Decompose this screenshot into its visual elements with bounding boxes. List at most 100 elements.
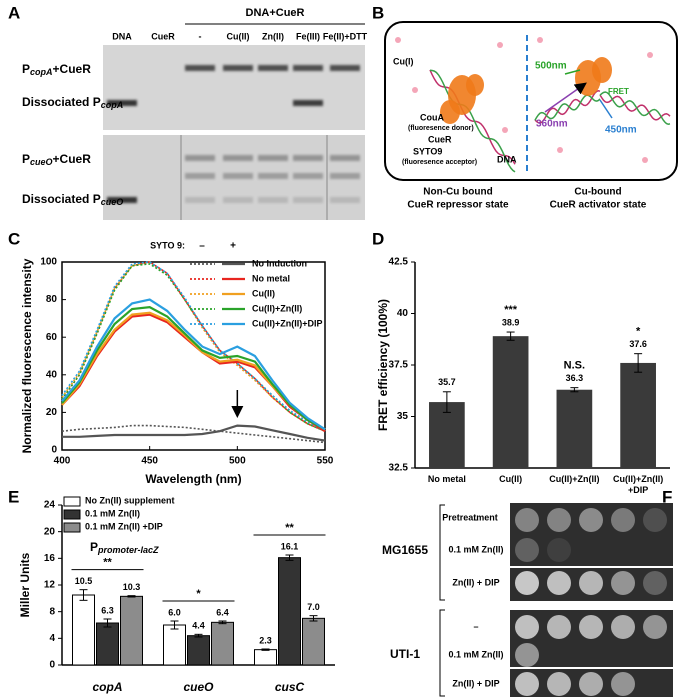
- bar: [211, 621, 234, 666]
- dna-strand: [534, 90, 601, 124]
- bar: [620, 362, 656, 468]
- y-axis-label: Miller Units: [18, 552, 32, 617]
- bracket: [439, 609, 445, 697]
- y-tick-label: 40: [46, 369, 58, 380]
- gel-band: [258, 155, 288, 161]
- y-tick-label: 16: [44, 553, 56, 564]
- value-label: 2.3: [259, 635, 272, 645]
- label-text: P: [22, 152, 30, 166]
- legend-swatch: [63, 522, 81, 533]
- y-tick-label: 42.5: [389, 257, 409, 268]
- gel-band: [185, 155, 215, 161]
- y-tick-label: 20: [44, 526, 56, 537]
- pretreatment-label: Zn(II) + DIP: [452, 678, 499, 688]
- line-syto9: [61, 313, 326, 433]
- gel-row-label: PcopA+CueR: [22, 62, 91, 77]
- label-suffix: +CueR: [53, 62, 92, 76]
- label-subscript: cueO: [30, 157, 53, 167]
- label-subscript: promoter-lacZ: [97, 545, 159, 555]
- diagram-label: 500nm: [535, 61, 567, 72]
- legend-column: –: [199, 241, 205, 252]
- significance-label: *: [196, 588, 201, 600]
- gel-row-label: Dissociated PcueO: [22, 192, 123, 207]
- state-label: Cu-bound: [574, 187, 621, 198]
- y-tick-label: 0: [51, 445, 57, 456]
- copper-ion: [502, 127, 508, 133]
- colony-spot: [611, 615, 635, 639]
- diagram-label: 360nm: [536, 119, 568, 130]
- lane-label: -: [199, 31, 202, 41]
- y-axis-label: FRET efficiency (100%): [376, 299, 390, 431]
- colony-spot: [515, 508, 539, 532]
- y-tick-label: 0: [49, 660, 55, 671]
- value-label: 36.3: [566, 373, 584, 383]
- panel-letter: E: [8, 487, 19, 506]
- legend-label: Cu(II): [252, 288, 275, 298]
- legend-label: Cu(II)+Zn(II): [252, 303, 302, 313]
- y-tick-label: 37.5: [389, 360, 409, 371]
- x-tick-label: Cu(II)+Zn(II) +DIP: [613, 474, 664, 495]
- lane-label: CueR: [151, 31, 175, 41]
- pretreatment-label: 0.1 mM Zn(II): [448, 544, 503, 554]
- label-suffix: +CueR: [53, 152, 92, 166]
- significance-label: ***: [504, 304, 518, 316]
- x-tick-label: cueO: [183, 680, 214, 694]
- bar: [163, 624, 186, 666]
- y-tick-label: 4: [49, 633, 55, 644]
- colony-spot: [643, 615, 667, 639]
- lane-label: Cu(II): [227, 31, 250, 41]
- bar: [72, 594, 95, 666]
- bracket: [439, 504, 445, 601]
- panel-letter: B: [372, 3, 384, 22]
- colony-spot: [643, 508, 667, 532]
- gel-band: [223, 173, 253, 179]
- copper-ion: [497, 42, 503, 48]
- y-tick-label: 32.5: [389, 463, 409, 474]
- diagram-label: FRET: [608, 87, 629, 96]
- legend-column: +: [230, 241, 236, 252]
- gel-band: [330, 197, 360, 203]
- y-tick-label: 20: [46, 407, 58, 418]
- legend-title: SYTO 9:: [150, 240, 185, 250]
- y-tick-label: 40: [397, 308, 409, 319]
- bar: [254, 649, 277, 666]
- dna-strand: [599, 91, 671, 125]
- colony-spot: [611, 571, 635, 595]
- y-tick-label: 60: [46, 332, 58, 343]
- legend-label: No Zn(II) supplement: [85, 495, 175, 505]
- gel-band: [293, 197, 323, 203]
- value-label: 4.4: [192, 621, 205, 631]
- diagram-label: 450nm: [605, 125, 637, 136]
- value-label: 10.3: [123, 582, 141, 592]
- legend-label: No Induction: [252, 258, 307, 268]
- colony-spot: [579, 615, 603, 639]
- value-label: 35.7: [438, 377, 456, 387]
- x-tick-label: cusC: [275, 680, 305, 694]
- gel-band: [185, 65, 215, 71]
- copper-ion: [642, 157, 648, 163]
- panel-letter: D: [372, 229, 384, 248]
- bar: [120, 595, 143, 666]
- gel-band: [185, 173, 215, 179]
- gel-band: [330, 155, 360, 161]
- colony-spot: [611, 508, 635, 532]
- panel-letter: F: [662, 487, 672, 506]
- y-tick-label: 100: [40, 257, 57, 268]
- diagram-label: (fluoresence donor): [408, 125, 474, 132]
- cuer-protein: [466, 74, 484, 96]
- gel-row-label: Dissociated PcopA: [22, 95, 123, 110]
- bar: [492, 336, 529, 468]
- line-syto9: [62, 424, 326, 442]
- diagram-label: Cu(I): [393, 56, 414, 66]
- lane-label: Fe(III): [296, 31, 320, 41]
- state-label: CueR activator state: [550, 200, 647, 211]
- pretreatment-label: –: [473, 621, 478, 631]
- legend-label: No metal: [252, 273, 290, 283]
- dna-strand: [534, 94, 601, 121]
- emission-arrow: [564, 69, 581, 75]
- colony-spot: [579, 508, 603, 532]
- label-subscript: copA: [101, 100, 124, 110]
- gel-band: [330, 173, 360, 179]
- significance-label: *: [636, 326, 641, 338]
- legend-swatch: [63, 496, 81, 507]
